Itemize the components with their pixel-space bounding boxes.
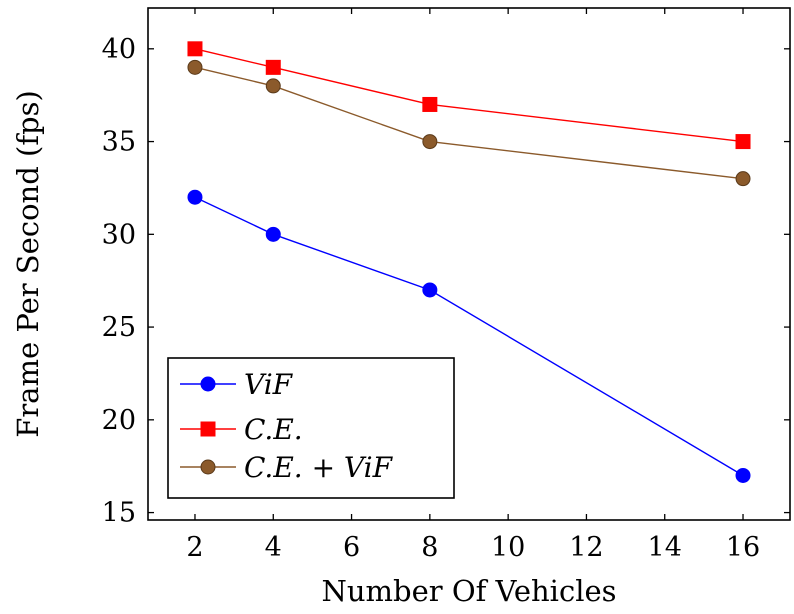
x-tick-label: 4 [265, 532, 282, 563]
legend-marker [200, 376, 216, 392]
x-tick-label: 2 [186, 532, 203, 563]
data-point [187, 41, 203, 57]
series-layer [187, 41, 751, 483]
data-point [735, 134, 751, 150]
y-tick-label: 15 [102, 498, 136, 529]
x-tick-label: 6 [343, 532, 360, 563]
y-tick-label: 25 [102, 312, 136, 343]
data-point [735, 467, 751, 483]
data-point [265, 78, 281, 94]
data-point [422, 282, 438, 298]
x-tick-label: 8 [421, 532, 438, 563]
data-point [422, 96, 438, 112]
x-tick-label: 10 [491, 532, 525, 563]
axis-ticks: 2 4 6 8 10 12 14 16 15 20 25 30 35 40 [102, 8, 790, 563]
data-point [735, 171, 751, 187]
legend-label: C.E. + ViF [244, 451, 394, 484]
data-point [187, 189, 203, 205]
x-axis-title: Number Of Vehicles [321, 574, 616, 608]
legend-marker [200, 459, 216, 475]
legend: ViF C.E. C.E. + ViF [167, 357, 455, 499]
y-axis-title: Frame Per Second (fps) [11, 90, 45, 438]
series-2 [187, 59, 751, 187]
legend-label: C.E. [244, 413, 303, 446]
y-tick-label: 20 [102, 405, 136, 436]
data-point [422, 134, 438, 150]
legend-label: ViF [244, 368, 294, 401]
y-tick-label: 40 [102, 34, 136, 65]
legend-marker [200, 421, 216, 437]
x-tick-label: 12 [569, 532, 603, 563]
series-line [194, 196, 744, 477]
legend-box [167, 357, 455, 499]
series-1 [187, 41, 751, 150]
y-tick-label: 30 [102, 219, 136, 250]
series-0 [187, 189, 751, 483]
data-point [265, 226, 281, 242]
series-line [194, 66, 744, 180]
plot-frame [147, 7, 791, 521]
x-tick-label: 16 [726, 532, 760, 563]
x-tick-label: 14 [648, 532, 682, 563]
series-line [194, 48, 744, 143]
y-tick-label: 35 [102, 127, 136, 158]
data-point [265, 59, 281, 75]
data-point [187, 59, 203, 75]
